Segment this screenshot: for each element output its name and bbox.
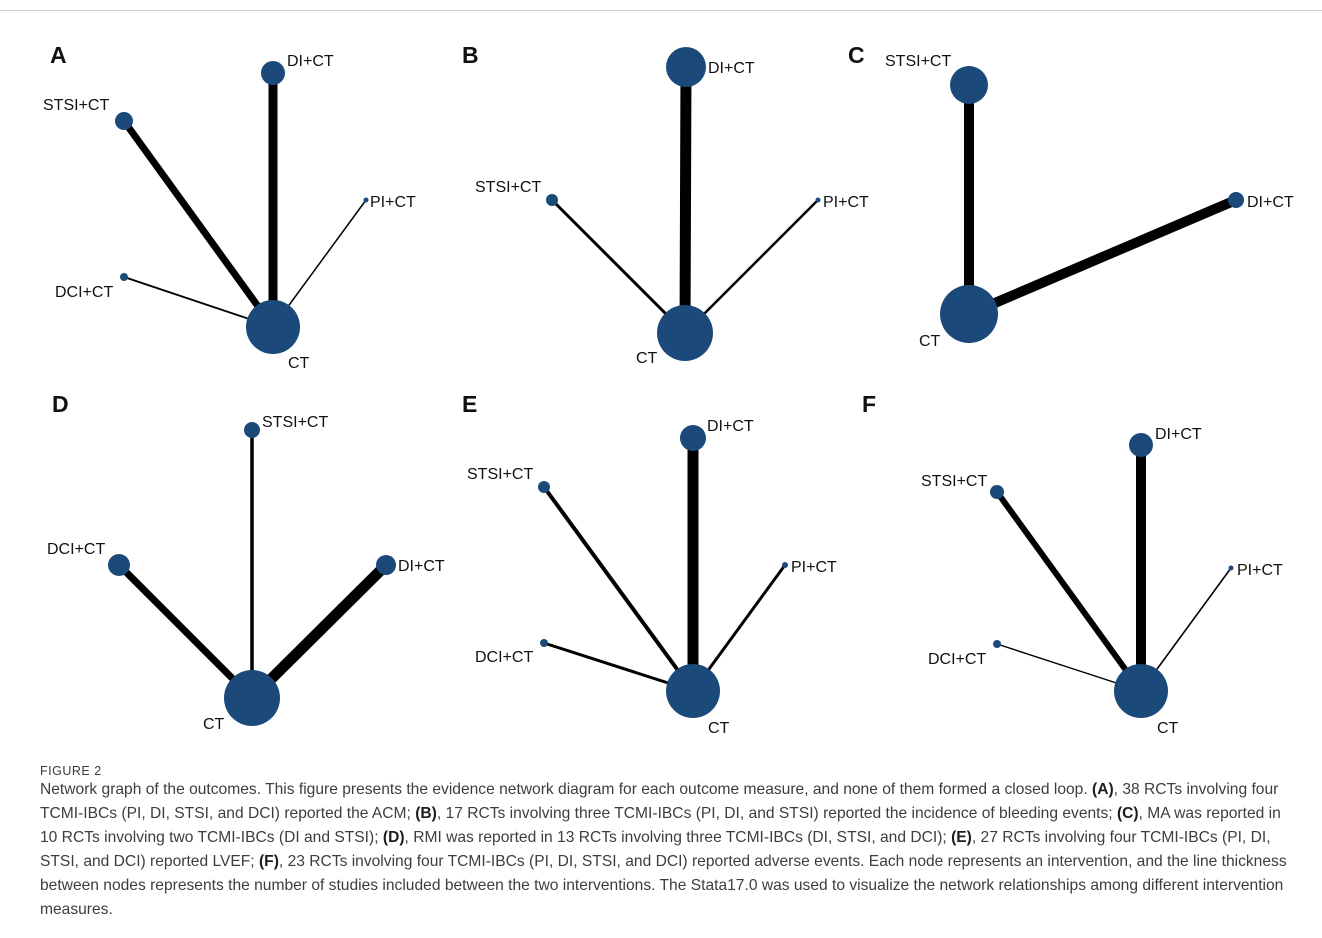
node-label-ct: CT: [203, 716, 225, 733]
edge-ct-to-di-ct: [679, 66, 692, 334]
node-stsi-ct: [538, 481, 550, 493]
edge-ct-to-di-ct: [967, 195, 1238, 319]
node-pi-ct: [363, 197, 369, 203]
top-divider: [0, 10, 1322, 11]
node-stsi-ct: [950, 66, 988, 104]
node-label-ct: CT: [636, 350, 658, 367]
caption-panel-ref: (C): [1116, 805, 1139, 822]
panel-letter: A: [50, 42, 67, 68]
caption-panel-ref: (B): [415, 805, 437, 822]
node-ct: [1114, 664, 1168, 718]
node-label-di-ct: DI+CT: [708, 60, 755, 77]
node-stsi-ct: [115, 112, 133, 130]
caption-panel-ref: (F): [258, 853, 279, 870]
edge-ct-to-stsi-ct: [994, 490, 1144, 693]
node-label-stsi-ct: STSI+CT: [885, 53, 951, 70]
node-di-ct: [680, 425, 706, 451]
node-ct: [657, 305, 713, 361]
caption-text: , 17 RCTs involving three TCMI-IBCs (PI,…: [436, 805, 1117, 822]
caption-text: , MA was reported in 10 RCTs involving t…: [40, 805, 1281, 846]
caption-panel-ref: (E): [951, 829, 972, 846]
edge-ct-to-pi-ct: [684, 199, 819, 334]
node-di-ct: [376, 555, 396, 575]
node-di-ct: [1228, 192, 1244, 208]
node-label-pi-ct: PI+CT: [370, 194, 416, 211]
node-label-ct: CT: [708, 720, 730, 737]
network-panel-e: E DI+CT STSI+CT PI+CT DCI+CT CT: [462, 391, 837, 737]
node-label-di-ct: DI+CT: [707, 418, 754, 435]
figure-label: FIGURE 2: [40, 764, 102, 778]
node-pi-ct: [782, 562, 788, 568]
node-di-ct: [1129, 433, 1153, 457]
node-ct: [940, 285, 998, 343]
node-pi-ct: [1228, 565, 1234, 571]
node-label-ct: CT: [288, 355, 310, 372]
caption-panel-ref: (D): [382, 829, 405, 846]
edge-ct-to-dci-ct: [116, 562, 255, 701]
edge-ct-to-stsi-ct: [542, 485, 695, 693]
node-label-stsi-ct: STSI+CT: [475, 179, 541, 196]
node-stsi-ct: [244, 422, 260, 438]
node-dci-ct: [540, 639, 548, 647]
node-label-pi-ct: PI+CT: [791, 559, 837, 576]
caption-panel-ref: (A): [1092, 781, 1114, 798]
node-label-stsi-ct: STSI+CT: [262, 414, 328, 431]
network-panel-c: C STSI+CT DI+CT CT: [848, 42, 1294, 350]
node-ct: [666, 664, 720, 718]
caption-text: , RMI was reported in 13 RCTs involving …: [404, 829, 952, 846]
node-dci-ct: [108, 554, 130, 576]
node-label-dci-ct: DCI+CT: [928, 651, 986, 668]
node-label-ct: CT: [1157, 720, 1179, 737]
panel-letter: B: [462, 42, 479, 68]
figure-caption: Network graph of the outcomes. This figu…: [40, 778, 1290, 922]
node-stsi-ct: [990, 485, 1004, 499]
edge-ct-to-di-ct: [248, 561, 390, 702]
node-label-dci-ct: DCI+CT: [47, 541, 105, 558]
node-label-ct: CT: [919, 333, 941, 350]
network-figure: A DI+CT STSI+CT PI+CT DCI+CT CT B DI+CT STSI+CT P…: [43, 42, 1294, 737]
node-label-dci-ct: DCI+CT: [475, 649, 533, 666]
network-figure-svg: A DI+CT STSI+CT PI+CT DCI+CT CT B DI+CT STSI+CT P…: [43, 42, 1294, 737]
node-label-stsi-ct: STSI+CT: [43, 97, 109, 114]
caption-text: Network graph of the outcomes. This figu…: [40, 781, 1092, 798]
node-label-di-ct: DI+CT: [1155, 426, 1202, 443]
node-label-di-ct: DI+CT: [398, 558, 445, 575]
caption-text: , 27 RCTs involving four TCMI-IBCs (PI, …: [40, 829, 1271, 870]
node-label-pi-ct: PI+CT: [1237, 562, 1283, 579]
panel-letter: D: [52, 391, 69, 417]
panel-letter: F: [862, 391, 876, 417]
edge-ct-to-stsi-ct: [550, 198, 687, 335]
network-panel-b: B DI+CT STSI+CT PI+CT CT: [462, 42, 869, 367]
node-ct: [246, 300, 300, 354]
network-panel-f: F DI+CT STSI+CT PI+CT DCI+CT CT: [862, 391, 1283, 737]
node-dci-ct: [120, 273, 128, 281]
node-ct: [224, 670, 280, 726]
panel-letter: C: [848, 42, 865, 68]
node-stsi-ct: [546, 194, 558, 206]
node-label-di-ct: DI+CT: [1247, 194, 1294, 211]
node-label-stsi-ct: STSI+CT: [467, 466, 533, 483]
node-label-di-ct: DI+CT: [287, 53, 334, 70]
node-pi-ct: [815, 197, 821, 203]
node-di-ct: [666, 47, 706, 87]
caption-text: , 23 RCTs involving four TCMI-IBCs (PI, …: [40, 853, 1287, 918]
node-label-pi-ct: PI+CT: [823, 194, 869, 211]
node-dci-ct: [993, 640, 1001, 648]
node-label-dci-ct: DCI+CT: [55, 284, 113, 301]
node-di-ct: [261, 61, 285, 85]
caption-text: , 38 RCTs involving four TCMI-IBCs (PI, …: [40, 781, 1279, 822]
network-panel-d: D STSI+CT DCI+CT DI+CT CT: [47, 391, 445, 733]
panel-letter: E: [462, 391, 477, 417]
node-label-stsi-ct: STSI+CT: [921, 473, 987, 490]
edge-ct-to-stsi-ct: [121, 118, 276, 330]
network-panel-a: A DI+CT STSI+CT PI+CT DCI+CT CT: [43, 42, 416, 372]
